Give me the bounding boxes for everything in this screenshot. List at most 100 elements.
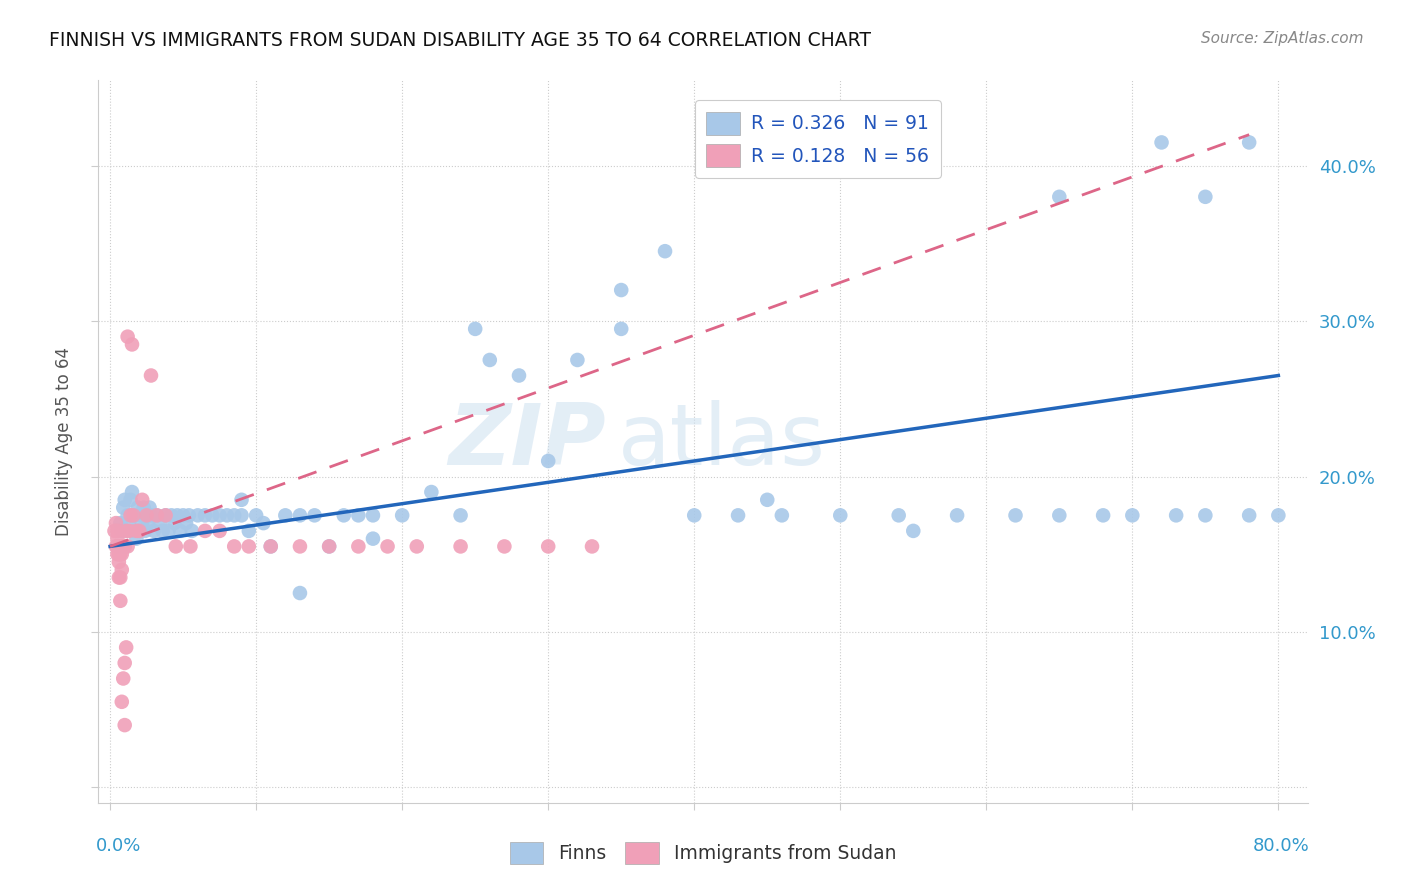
Point [117, 508, 139, 523]
Point [110, 516, 132, 530]
Point [231, 508, 253, 523]
Point [103, 524, 125, 538]
Point [114, 656, 136, 670]
Point [683, 508, 706, 523]
Point [110, 570, 132, 584]
Point [187, 508, 209, 523]
Point [135, 508, 157, 523]
Point [508, 368, 530, 383]
Point [152, 524, 174, 538]
Point [127, 500, 149, 515]
Point [194, 508, 217, 523]
Point [494, 540, 516, 554]
Point [654, 244, 676, 259]
Point [208, 524, 231, 538]
Point [260, 540, 283, 554]
Point [169, 524, 191, 538]
Point [1121, 508, 1143, 523]
Point [129, 508, 152, 523]
Point [146, 508, 169, 523]
Point [177, 508, 200, 523]
Point [125, 524, 148, 538]
Point [121, 485, 143, 500]
Point [238, 524, 260, 538]
Point [124, 508, 146, 523]
Point [157, 524, 180, 538]
Point [111, 524, 134, 538]
Point [727, 508, 749, 523]
Point [121, 337, 143, 351]
Point [361, 508, 384, 523]
Point [114, 718, 136, 732]
Point [146, 508, 169, 523]
Point [111, 563, 134, 577]
Point [420, 485, 443, 500]
Point [115, 524, 138, 538]
Point [450, 540, 472, 554]
Point [138, 500, 160, 515]
Point [114, 492, 136, 507]
Point [1004, 508, 1026, 523]
Point [318, 540, 340, 554]
Point [112, 540, 135, 554]
Point [1047, 190, 1070, 204]
Point [1047, 508, 1070, 523]
Point [1166, 508, 1188, 523]
Point [155, 508, 177, 523]
Point [108, 555, 131, 569]
Text: ZIP: ZIP [449, 400, 606, 483]
Point [610, 322, 633, 336]
Point [208, 508, 231, 523]
Legend: Finns, Immigrants from Sudan: Finns, Immigrants from Sudan [502, 834, 904, 871]
Point [108, 570, 131, 584]
Point [252, 516, 274, 530]
Point [288, 508, 311, 523]
Point [139, 368, 162, 383]
Point [117, 540, 139, 554]
Point [115, 524, 138, 538]
Point [946, 508, 969, 523]
Point [121, 508, 143, 523]
Point [830, 508, 852, 523]
Point [120, 492, 142, 507]
Point [118, 516, 141, 530]
Point [274, 508, 297, 523]
Point [887, 508, 910, 523]
Point [110, 540, 132, 554]
Point [135, 508, 157, 523]
Text: FINNISH VS IMMIGRANTS FROM SUDAN DISABILITY AGE 35 TO 64 CORRELATION CHART: FINNISH VS IMMIGRANTS FROM SUDAN DISABIL… [49, 31, 872, 50]
Point [104, 540, 127, 554]
Point [377, 540, 399, 554]
Point [107, 540, 129, 554]
Point [114, 540, 136, 554]
Point [172, 508, 194, 523]
Point [238, 540, 260, 554]
Point [110, 594, 132, 608]
Point [131, 516, 153, 530]
Point [194, 524, 217, 538]
Point [166, 508, 188, 523]
Point [111, 540, 134, 554]
Point [128, 524, 150, 538]
Point [260, 540, 283, 554]
Point [1267, 508, 1289, 523]
Point [318, 540, 340, 554]
Text: atlas: atlas [619, 400, 827, 483]
Point [132, 500, 155, 515]
Point [160, 508, 183, 523]
Point [108, 547, 131, 561]
Point [131, 492, 153, 507]
Point [118, 524, 141, 538]
Point [155, 508, 177, 523]
Point [581, 540, 603, 554]
Point [117, 329, 139, 343]
Point [450, 508, 472, 523]
Point [174, 516, 197, 530]
Point [224, 508, 246, 523]
Point [1194, 190, 1216, 204]
Point [165, 540, 187, 554]
Point [347, 508, 370, 523]
Point [110, 547, 132, 561]
Point [304, 508, 326, 523]
Point [134, 524, 156, 538]
